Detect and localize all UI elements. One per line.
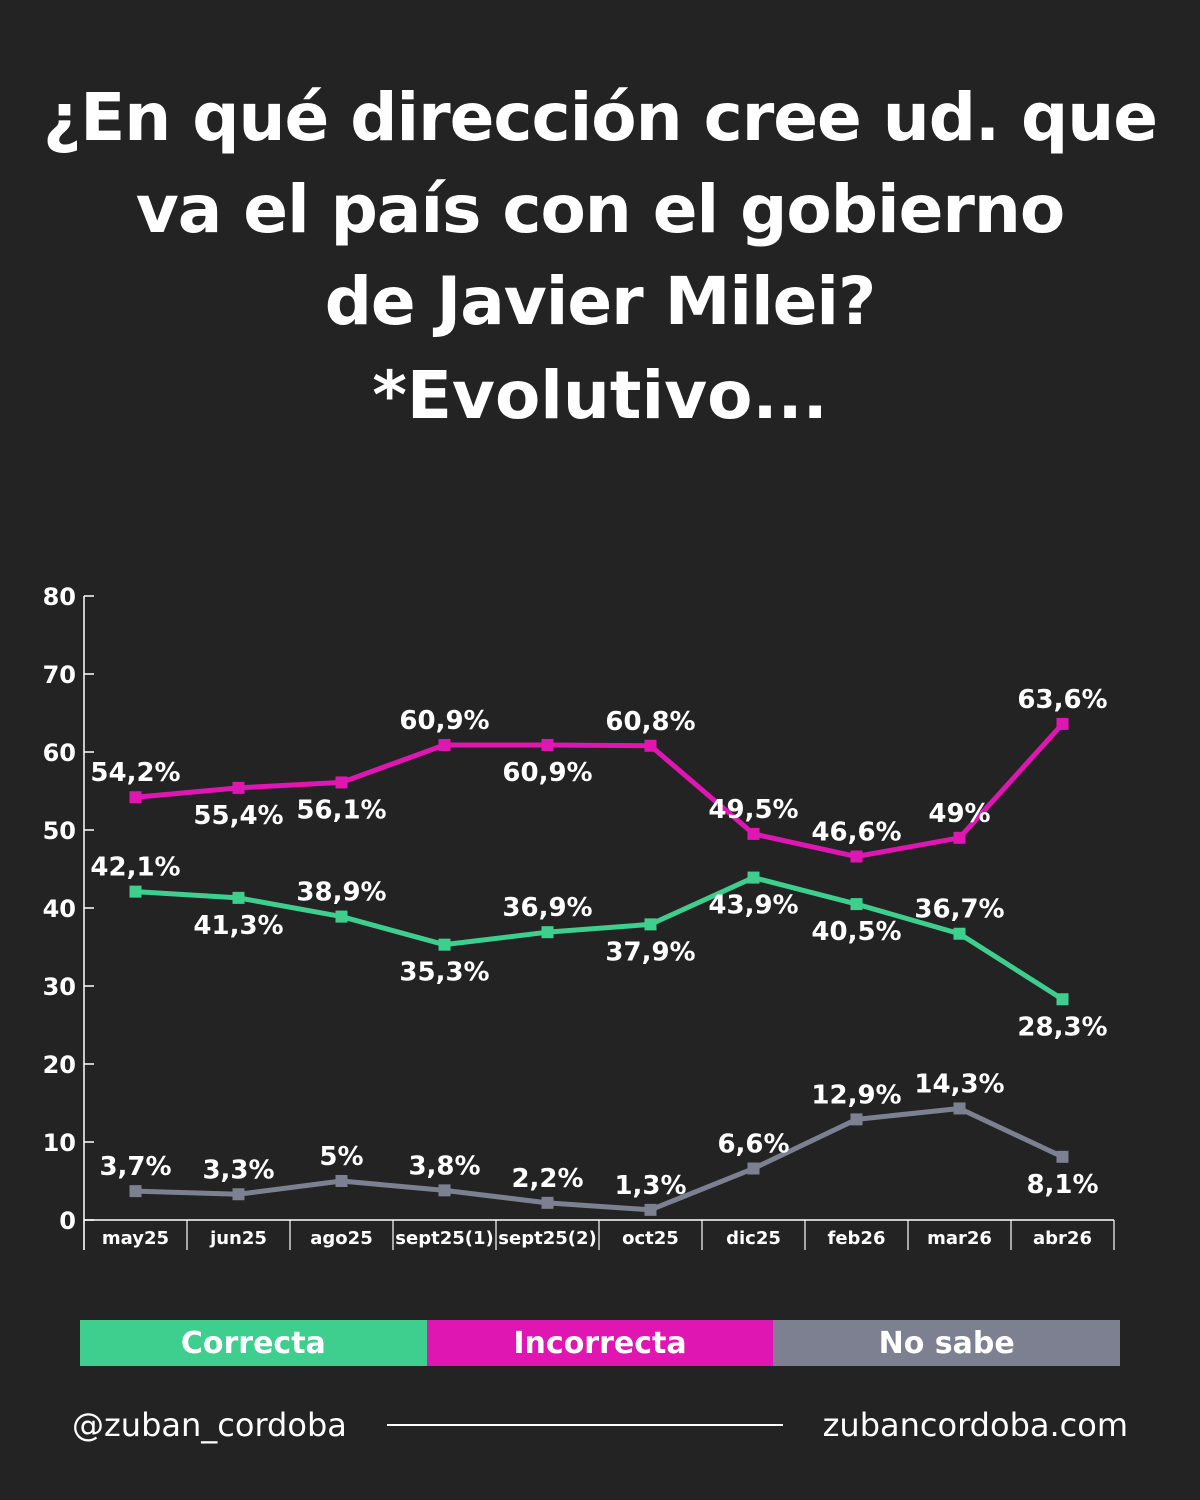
data-point — [953, 1102, 966, 1115]
data-point — [129, 791, 142, 804]
data-point — [747, 1162, 760, 1175]
data-point — [953, 927, 966, 940]
data-label: 5% — [319, 1142, 363, 1172]
legend-label: Correcta — [180, 1325, 326, 1361]
line-chart: 0 10 20 30 40 50 60 70 80 may25 jun25 ago25 sept25(1… — [43, 583, 1115, 1250]
footer: @zuban_cordoba zubancordoba.com — [72, 1400, 1128, 1450]
data-point — [335, 1175, 348, 1187]
data-label: 41,3% — [193, 911, 283, 941]
x-tick-label: mar26 — [927, 1228, 992, 1249]
website-link[interactable]: zubancordoba.com — [822, 1406, 1128, 1444]
y-tick-label: 30 — [43, 973, 76, 1001]
y-tick-label: 60 — [43, 739, 76, 767]
legend-item-incorrecta: Incorrecta — [426, 1320, 774, 1366]
page-subtitle: *Evolutivo... — [372, 357, 828, 434]
data-point — [850, 1113, 863, 1126]
legend-item-correcta: Correcta — [80, 1320, 427, 1366]
data-label: 56,1% — [296, 795, 386, 825]
x-tick-label: ago25 — [310, 1228, 372, 1249]
data-point — [1056, 717, 1069, 730]
y-tick-label: 10 — [43, 1129, 76, 1157]
y-tick-label: 70 — [43, 661, 76, 689]
x-tick-label: jun25 — [209, 1228, 267, 1249]
data-label: 28,3% — [1017, 1012, 1107, 1042]
data-label: 40,5% — [811, 917, 901, 947]
y-tick-label: 50 — [43, 817, 76, 845]
data-point — [1056, 1150, 1069, 1163]
x-tick-label: dic25 — [726, 1228, 781, 1249]
series-line-no-sabe — [135, 1105, 1064, 1213]
data-label: 60,9% — [399, 706, 489, 736]
data-point — [953, 831, 966, 844]
data-label: 8,1% — [1026, 1170, 1098, 1200]
title-line: va el país con el gobierno — [135, 171, 1065, 248]
series-line-correcta — [135, 875, 1064, 1002]
data-label: 3,7% — [99, 1152, 171, 1182]
data-label: 43,9% — [708, 891, 798, 921]
data-label: 37,9% — [605, 937, 695, 967]
data-point — [335, 776, 348, 789]
data-point — [438, 938, 451, 951]
data-label: 42,1% — [90, 853, 180, 883]
data-label: 35,3% — [399, 958, 489, 988]
data-label: 2,2% — [511, 1164, 583, 1194]
data-point — [541, 738, 554, 751]
data-label: 3,3% — [202, 1155, 274, 1185]
data-label: 49,5% — [708, 795, 798, 825]
x-tick-label: sept25(2) — [498, 1228, 596, 1249]
series-line-incorrecta — [135, 722, 1065, 860]
x-tick-label: oct25 — [622, 1228, 679, 1249]
data-point — [129, 885, 142, 898]
data-label: 60,8% — [605, 707, 695, 737]
data-point — [747, 827, 760, 840]
social-handle[interactable]: @zuban_cordoba — [72, 1406, 347, 1444]
data-point — [129, 1185, 142, 1198]
data-point — [438, 1184, 451, 1197]
data-point — [850, 850, 863, 863]
x-tick-label: sept25(1) — [395, 1228, 493, 1249]
data-label: 1,3% — [614, 1171, 686, 1201]
y-tick-label: 40 — [43, 895, 76, 923]
y-tick-label: 0 — [59, 1207, 76, 1235]
title-line: ¿En qué dirección cree ud. que — [42, 79, 1158, 156]
data-label: 38,9% — [296, 878, 386, 908]
data-label: 12,9% — [811, 1080, 901, 1110]
data-label: 3,8% — [408, 1151, 480, 1181]
legend-label: Incorrecta — [513, 1325, 687, 1361]
x-tick-label: abr26 — [1033, 1228, 1092, 1249]
data-label: 54,2% — [90, 758, 180, 788]
data-label: 14,3% — [914, 1069, 1004, 1099]
data-point — [644, 739, 657, 752]
data-label: 63,6% — [1017, 685, 1107, 715]
data-point — [232, 781, 245, 794]
y-tick-label: 20 — [43, 1051, 76, 1079]
data-label: 60,9% — [502, 758, 592, 788]
data-point — [335, 910, 348, 923]
x-tick-label: feb26 — [828, 1228, 886, 1249]
chart-legend: Correcta Incorrecta No sabe — [80, 1320, 1121, 1366]
data-point — [1056, 993, 1069, 1006]
data-label: 36,9% — [502, 893, 592, 923]
data-point — [232, 891, 245, 904]
data-point — [438, 738, 451, 751]
data-label: 55,4% — [193, 801, 283, 831]
data-point — [850, 898, 863, 911]
data-label: 6,6% — [717, 1130, 789, 1160]
footer-divider — [386, 1424, 783, 1426]
data-point — [541, 1196, 554, 1209]
legend-label: No sabe — [878, 1325, 1015, 1361]
data-label: 36,7% — [914, 895, 1004, 925]
data-label: 46,6% — [811, 818, 901, 848]
title-line: de Javier Milei? — [324, 263, 877, 340]
data-point — [644, 918, 657, 931]
data-point — [541, 926, 554, 939]
data-point — [644, 1203, 657, 1216]
data-point — [747, 871, 760, 884]
page-title: ¿En qué dirección cree ud. que va el paí… — [0, 72, 1200, 348]
y-tick-label: 80 — [43, 583, 76, 611]
data-point — [232, 1188, 245, 1201]
data-label: 49% — [928, 799, 990, 829]
x-tick-label: may25 — [102, 1228, 169, 1249]
legend-item-no-sabe: No sabe — [773, 1320, 1121, 1366]
